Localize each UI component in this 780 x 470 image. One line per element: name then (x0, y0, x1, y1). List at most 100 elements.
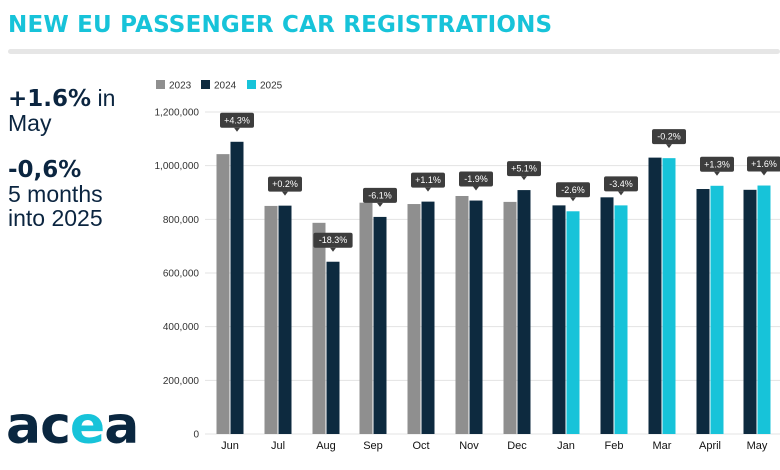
callout-box (411, 172, 445, 188)
ytd-summary: -0,6% 5 months into 2025 (8, 157, 103, 230)
callout-pointer (330, 247, 336, 252)
callout-label: +1.1% (415, 175, 441, 185)
bar (373, 216, 387, 434)
callout-pointer (377, 202, 383, 207)
callout-pointer (714, 171, 720, 176)
callout-pointer (761, 171, 767, 176)
bar (662, 158, 676, 435)
ytd-line-2: into 2025 (8, 205, 103, 231)
x-tick-label: Jun (221, 440, 239, 452)
callout-pointer (666, 144, 672, 149)
callout-box (268, 176, 302, 192)
x-tick-label: Feb (605, 440, 624, 452)
bar (696, 189, 710, 434)
callout-box (556, 182, 590, 198)
may-change-value: +1.6% (8, 86, 92, 112)
callout-box (747, 156, 780, 172)
bar (278, 205, 292, 434)
callout-label: +5.1% (511, 164, 537, 174)
y-tick-label: 200,000 (163, 376, 200, 387)
bar (503, 201, 517, 434)
x-tick-label: Jul (271, 440, 285, 452)
bar (614, 205, 628, 434)
bar (648, 157, 662, 434)
bar (264, 205, 278, 434)
x-tick-label: Dec (507, 440, 527, 452)
callout-box (604, 176, 638, 192)
bar (407, 204, 421, 434)
legend-swatch (156, 80, 165, 89)
x-tick-label: Aug (316, 440, 336, 452)
may-suffix: in (91, 85, 116, 111)
callout-pointer (234, 127, 240, 132)
x-tick-label: Oct (412, 440, 429, 452)
callout-label: -2.6% (561, 185, 585, 195)
logo-text-1: ac (6, 396, 71, 456)
bar (566, 211, 580, 434)
x-tick-label: Nov (459, 440, 479, 452)
acea-logo: acea (6, 396, 139, 456)
callout-pointer (425, 187, 431, 192)
bar (600, 197, 614, 434)
callout-label: +4.3% (224, 115, 250, 125)
bar (421, 201, 435, 434)
ytd-line-1: 5 months (8, 181, 103, 207)
callout-box (700, 156, 734, 172)
callout-label: -3.4% (609, 179, 633, 189)
logo-text-accent: e (69, 396, 105, 456)
legend-label: 2025 (260, 81, 283, 92)
legend-swatch (201, 80, 210, 89)
may-summary: +1.6% in May (8, 86, 115, 135)
bar (743, 189, 757, 434)
legend-swatch (247, 80, 256, 89)
x-tick-label: Sep (363, 440, 383, 452)
x-tick-label: Mar (653, 440, 672, 452)
bar (359, 202, 373, 434)
bar (552, 205, 566, 434)
callout-pointer (570, 197, 576, 202)
y-tick-label: 800,000 (163, 215, 200, 226)
bar (469, 200, 483, 434)
callout-pointer (618, 191, 624, 196)
y-tick-label: 1,000,000 (155, 161, 200, 172)
callout-label: -0.2% (657, 132, 681, 142)
bar (326, 261, 340, 434)
callout-box (652, 129, 686, 145)
callout-label: -18.3% (319, 235, 348, 245)
ytd-change-value: -0,6% (8, 157, 82, 183)
callout-box (363, 187, 397, 203)
bar (230, 141, 244, 434)
logo-text-2: a (104, 396, 139, 456)
page-title: NEW EU PASSENGER CAR REGISTRATIONS (8, 12, 553, 38)
bar (312, 222, 326, 434)
callout-box (220, 112, 254, 128)
y-tick-label: 600,000 (163, 269, 200, 280)
may-label: May (8, 110, 52, 136)
callout-box (507, 161, 541, 177)
bar (455, 195, 469, 434)
x-tick-label: April (699, 440, 721, 452)
callout-label: +1.6% (751, 159, 777, 169)
callout-box (459, 171, 493, 187)
legend-label: 2023 (169, 81, 192, 92)
y-tick-label: 0 (193, 430, 199, 441)
callout-label: +0.2% (272, 179, 298, 189)
callout-label: -6.1% (368, 190, 392, 200)
bar (757, 185, 771, 434)
bar (710, 185, 724, 434)
legend-label: 2024 (214, 81, 237, 92)
callout-label: -1.9% (464, 174, 488, 184)
y-tick-label: 400,000 (163, 322, 200, 333)
y-tick-label: 1,200,000 (155, 108, 200, 119)
title-divider (8, 49, 780, 54)
x-tick-label: May (747, 440, 768, 452)
callout-pointer (521, 176, 527, 181)
bar (216, 154, 230, 434)
x-tick-label: Jan (557, 440, 575, 452)
callout-label: +1.3% (704, 159, 730, 169)
bar (517, 190, 531, 434)
callout-box (313, 232, 353, 248)
callout-pointer (282, 191, 288, 196)
callout-pointer (473, 186, 479, 191)
